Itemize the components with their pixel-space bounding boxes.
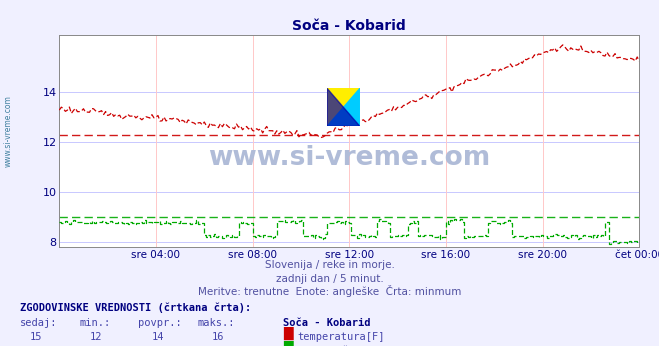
Text: min.:: min.: bbox=[79, 318, 110, 328]
Text: Slovenija / reke in morje.: Slovenija / reke in morje. bbox=[264, 260, 395, 270]
Text: zadnji dan / 5 minut.: zadnji dan / 5 minut. bbox=[275, 274, 384, 284]
Text: █: █ bbox=[283, 340, 293, 346]
Text: ZGODOVINSKE VREDNOSTI (črtkana črta):: ZGODOVINSKE VREDNOSTI (črtkana črta): bbox=[20, 303, 251, 313]
Text: █: █ bbox=[283, 327, 293, 340]
Polygon shape bbox=[327, 88, 360, 126]
Text: pretok[čevelj3/min]: pretok[čevelj3/min] bbox=[298, 345, 416, 346]
Text: 16: 16 bbox=[212, 333, 223, 343]
Text: maks.:: maks.: bbox=[198, 318, 235, 328]
Polygon shape bbox=[327, 88, 360, 126]
Polygon shape bbox=[327, 88, 360, 126]
Text: povpr.:: povpr.: bbox=[138, 318, 182, 328]
Text: 15: 15 bbox=[30, 333, 42, 343]
Text: www.si-vreme.com: www.si-vreme.com bbox=[3, 95, 13, 167]
Text: 14: 14 bbox=[152, 333, 164, 343]
Text: 12: 12 bbox=[90, 333, 101, 343]
Text: sedaj:: sedaj: bbox=[20, 318, 57, 328]
Text: temperatura[F]: temperatura[F] bbox=[298, 333, 386, 343]
Text: Meritve: trenutne  Enote: angleške  Črta: minmum: Meritve: trenutne Enote: angleške Črta: … bbox=[198, 285, 461, 297]
Text: www.si-vreme.com: www.si-vreme.com bbox=[208, 145, 490, 171]
Text: Soča - Kobarid: Soča - Kobarid bbox=[283, 318, 371, 328]
Title: Soča - Kobarid: Soča - Kobarid bbox=[293, 19, 406, 34]
